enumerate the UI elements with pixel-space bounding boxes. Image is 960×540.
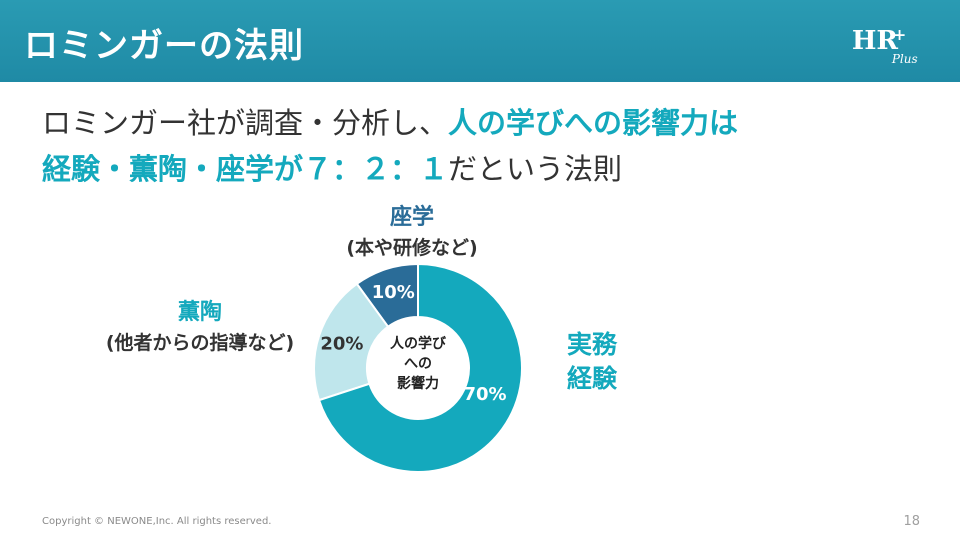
label-zagaku-sub: (本や研修など) <box>346 237 478 259</box>
slice-2 <box>317 262 523 473</box>
label-kuntou-name: 薫陶 <box>177 300 222 325</box>
lead-part4: だという法則 <box>448 152 623 186</box>
label-jitsumu-line2: 経験 <box>566 364 617 393</box>
page-title: ロミンガーの法則 <box>24 26 304 66</box>
slice-label-2: 70% <box>463 384 506 405</box>
logo-main: HR <box>851 26 898 56</box>
label-jitsumu: 実務 経験 <box>552 328 632 396</box>
center-label-line-0: 人の学び <box>390 335 447 352</box>
label-jitsumu-line1: 実務 <box>566 330 617 359</box>
lead-text: ロミンガー社が調査・分析し、人の学びへの影響力は 経験・薫陶・座学が７：２：１だ… <box>42 100 922 192</box>
page-number: 18 <box>903 514 920 529</box>
logo-plus: + <box>892 25 907 44</box>
lead-part1: ロミンガー社が調査・分析し、 <box>42 106 449 140</box>
slice-1 <box>313 282 390 402</box>
center-label-line-1: への <box>404 356 432 372</box>
logo-sub: Plus <box>891 52 918 66</box>
label-zagaku-name: 座学 <box>389 205 434 230</box>
label-zagaku: 座学 (本や研修など) <box>320 203 504 263</box>
label-kuntou: 薫陶 (他者からの指導など) <box>70 298 330 358</box>
center-label-line-2: 影響力 <box>397 375 439 392</box>
slice-label-0: 10% <box>372 282 415 303</box>
copyright-text: Copyright © NEWONE,Inc. All rights reser… <box>42 516 272 527</box>
label-kuntou-sub: (他者からの指導など) <box>105 332 295 354</box>
brand-logo: HR + Plus <box>851 25 918 66</box>
header-bar: ロミンガーの法則 HR + Plus <box>0 0 960 82</box>
lead-part2: 人の学びへの影響力は <box>448 106 739 140</box>
slice-label-1: 20% <box>320 333 363 354</box>
lead-part3: 経験・薫陶・座学が７：２：１ <box>42 152 449 186</box>
